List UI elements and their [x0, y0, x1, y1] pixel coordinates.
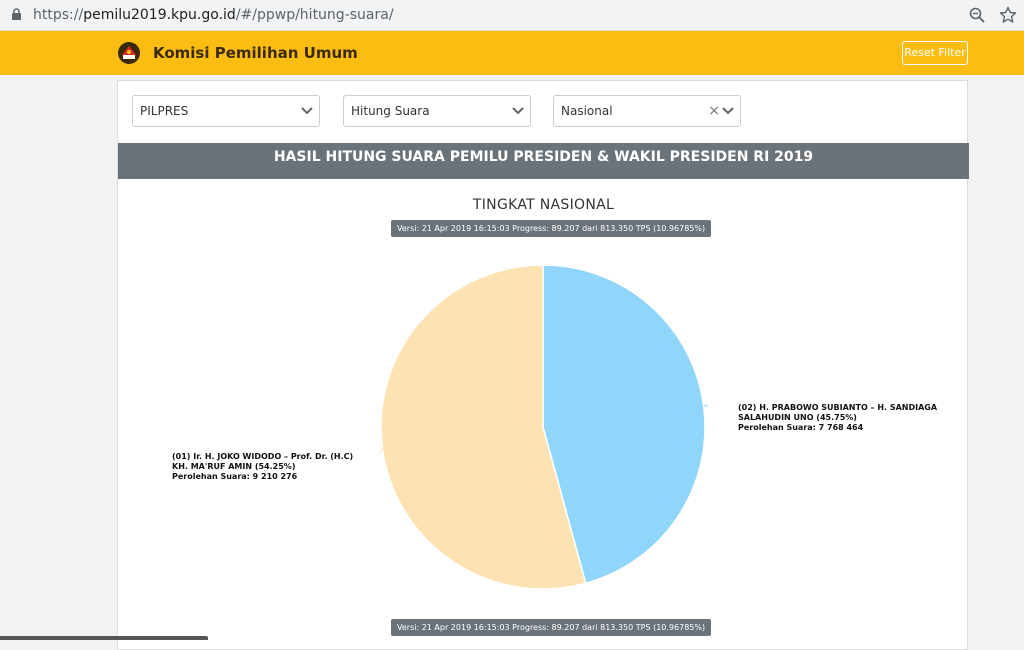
pie-label-prabowo-line1: (02) H. PRABOWO SUBIANTO – H. SANDIAGA — [738, 403, 938, 412]
pie-label-jokowi: (01) Ir. H. JOKO WIDODO – Prof. Dr. (H.C… — [172, 452, 372, 482]
pie-slice-jokowi[interactable] — [380, 264, 587, 590]
clear-selection-icon[interactable]: × — [708, 103, 720, 119]
chevron-down-icon — [722, 107, 734, 115]
region-select[interactable]: Nasional × — [553, 95, 741, 127]
vote-pie-chart — [379, 264, 709, 590]
election-select-value: PILPRES — [140, 104, 189, 118]
election-select[interactable]: PILPRES — [132, 95, 320, 127]
url-path: /#/ppwp/hitung-suara/ — [235, 7, 394, 23]
version-badge-top: Versi: 21 Apr 2019 16:15:03 Progress: 89… — [391, 220, 712, 237]
kpu-logo-icon — [118, 42, 140, 64]
chart-title: TINGKAT NASIONAL — [472, 197, 615, 213]
browser-address-bar[interactable]: https://pemilu2019.kpu.go.id/#/ppwp/hitu… — [0, 0, 1024, 31]
zoom-icon[interactable] — [969, 7, 985, 23]
results-card: PILPRES Hitung Suara Nasional × HASIL HI… — [117, 80, 969, 650]
lock-icon — [12, 8, 21, 20]
url-text[interactable]: https://pemilu2019.kpu.go.id/#/ppwp/hitu… — [33, 7, 394, 23]
region-select-value: Nasional — [561, 104, 613, 118]
url-host: pemilu2019.kpu.go.id — [83, 7, 236, 23]
brand-title: Komisi Pemilihan Umum — [153, 44, 358, 62]
url-prefix: https:// — [33, 7, 84, 23]
pie-label-jokowi-votes: Perolehan Suara: 9 210 276 — [172, 472, 298, 481]
reset-filter-button[interactable]: Reset Filter — [902, 41, 968, 65]
pie-leader-line-jokowi — [379, 448, 383, 454]
pie-label-prabowo-line2: SALAHUDIN UNO (45.75%) — [738, 413, 857, 422]
mode-select[interactable]: Hitung Suara — [343, 95, 531, 127]
version-badge-bottom: Versi: 21 Apr 2019 16:15:03 Progress: 89… — [391, 619, 712, 636]
chevron-down-icon — [301, 107, 313, 115]
horizontal-scrollbar[interactable] — [0, 636, 208, 640]
bookmark-star-icon[interactable] — [999, 6, 1017, 24]
pie-label-jokowi-line1: (01) Ir. H. JOKO WIDODO – Prof. Dr. (H.C… — [172, 452, 354, 461]
site-header: Komisi Pemilihan Umum Reset Filter — [0, 31, 1024, 75]
pie-label-prabowo: (02) H. PRABOWO SUBIANTO – H. SANDIAGA S… — [738, 403, 938, 433]
pie-label-jokowi-line2: KH. MA'RUF AMIN (54.25%) — [172, 462, 296, 471]
pie-leader-line-prabowo — [703, 404, 709, 407]
chevron-down-icon — [512, 107, 524, 115]
pie-label-prabowo-votes: Perolehan Suara: 7 768 464 — [738, 423, 864, 432]
pie-slice-prabowo[interactable] — [542, 264, 706, 585]
mode-select-value: Hitung Suara — [351, 104, 430, 118]
results-banner: HASIL HITUNG SUARA PEMILU PRESIDEN & WAK… — [118, 143, 969, 179]
